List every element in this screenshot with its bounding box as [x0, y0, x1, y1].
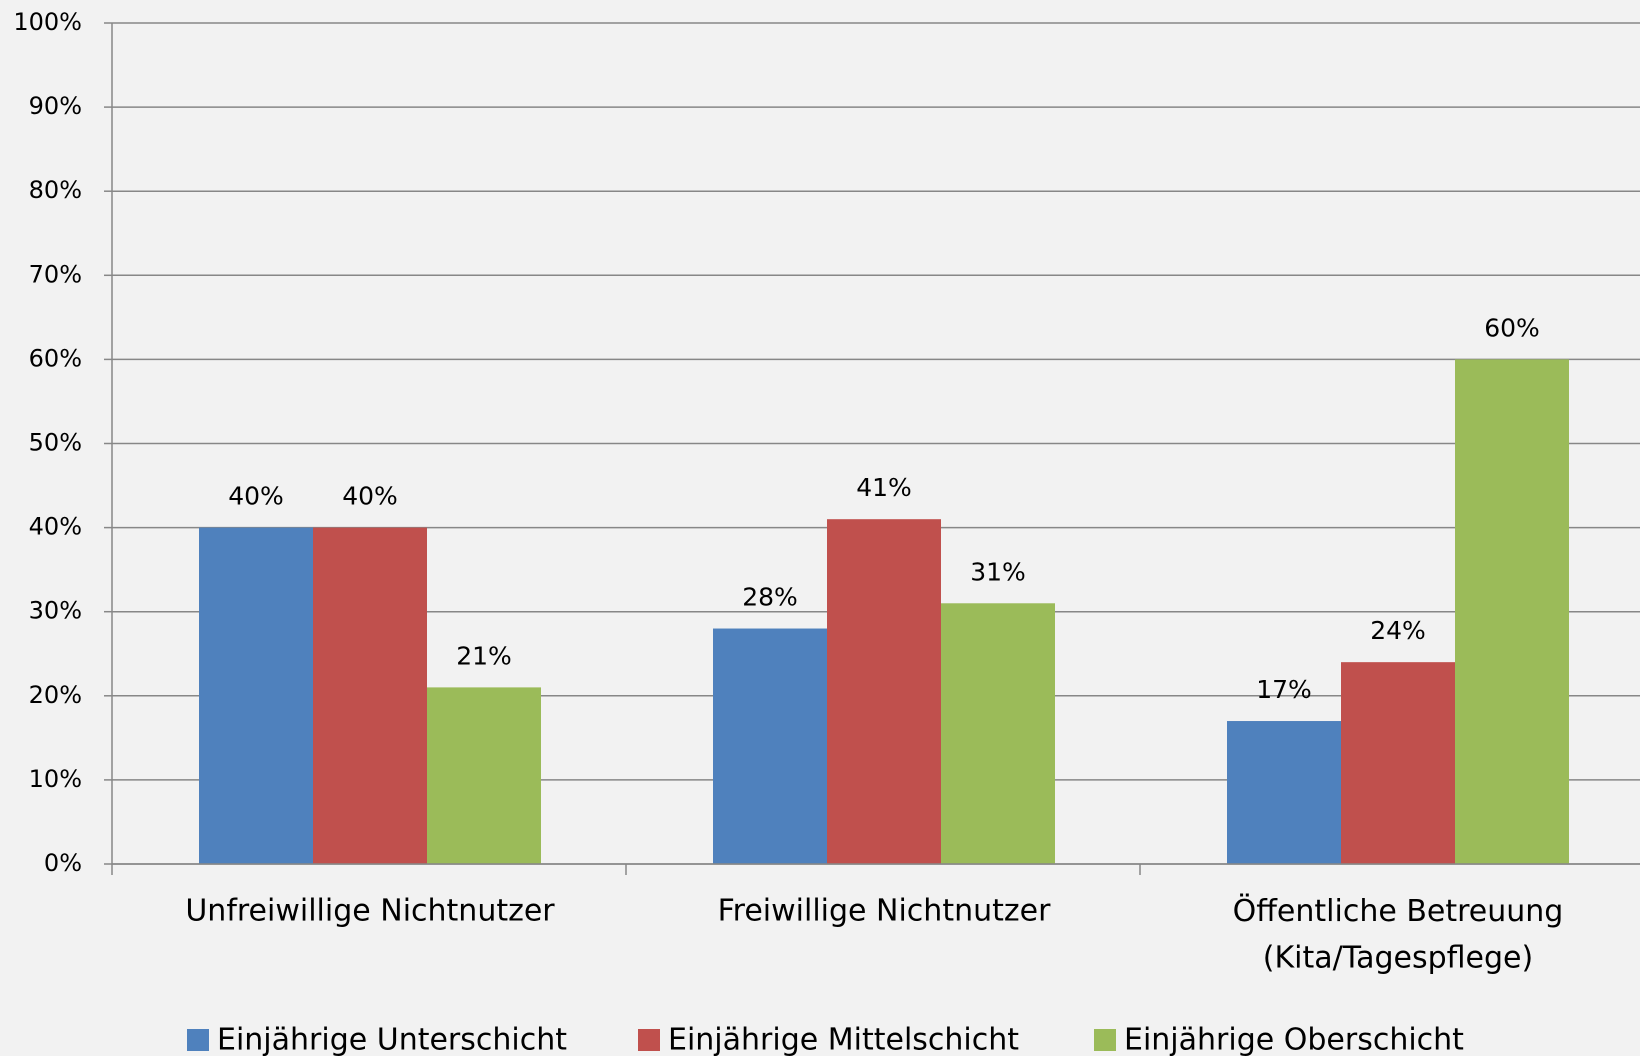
- y-tick-label: 20%: [29, 681, 82, 709]
- y-tick-label: 60%: [29, 344, 82, 372]
- legend-label: Einjährige Oberschicht: [1124, 1023, 1464, 1056]
- bar: [313, 527, 427, 864]
- bar: [1227, 721, 1341, 864]
- legend-swatch: [187, 1029, 209, 1051]
- value-label: 28%: [742, 583, 798, 612]
- x-tick-label: Freiwillige Nichtnutzer: [718, 894, 1051, 929]
- value-label: 41%: [856, 473, 912, 502]
- bar: [713, 628, 827, 864]
- value-label: 21%: [456, 641, 512, 670]
- y-tick-label: 50%: [29, 429, 82, 457]
- y-tick-label: 10%: [29, 765, 82, 793]
- y-tick-label: 90%: [29, 92, 82, 120]
- value-label: 60%: [1484, 313, 1540, 342]
- value-label: 40%: [228, 482, 284, 511]
- value-label: 24%: [1370, 616, 1426, 645]
- legend-label: Einjährige Mittelschicht: [668, 1023, 1019, 1056]
- x-tick-label: Öffentliche Betreuung (Kita/Tagespflege): [1233, 893, 1564, 976]
- bar: [941, 603, 1055, 864]
- legend-swatch: [638, 1029, 660, 1051]
- y-tick-label: 0%: [44, 849, 82, 877]
- y-tick-label: 40%: [29, 513, 82, 541]
- x-tick-label: Unfreiwillige Nichtnutzer: [185, 894, 555, 929]
- value-label: 31%: [970, 557, 1026, 586]
- bar: [427, 687, 541, 864]
- bar: [1341, 662, 1455, 864]
- y-tick-label: 100%: [13, 8, 82, 36]
- bar: [199, 527, 313, 864]
- bar: [827, 519, 941, 864]
- value-label: 40%: [342, 482, 398, 511]
- y-tick-label: 30%: [29, 597, 82, 625]
- value-label: 17%: [1256, 675, 1312, 704]
- y-tick-label: 80%: [29, 176, 82, 204]
- legend-label: Einjährige Unterschicht: [217, 1023, 567, 1056]
- bar: [1455, 359, 1569, 864]
- legend-swatch: [1094, 1029, 1116, 1051]
- y-tick-label: 70%: [29, 260, 82, 288]
